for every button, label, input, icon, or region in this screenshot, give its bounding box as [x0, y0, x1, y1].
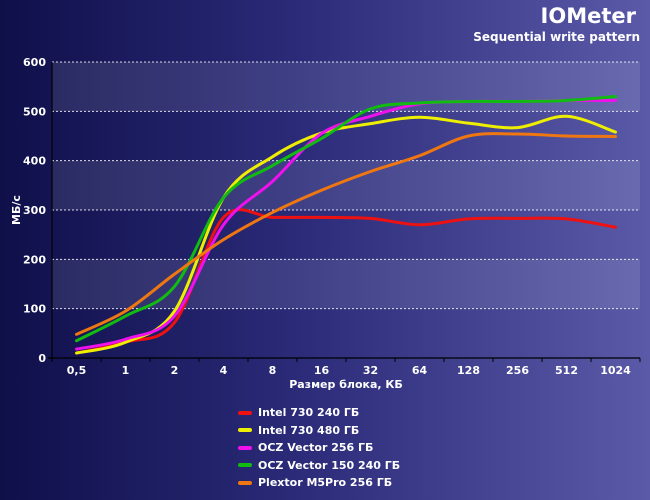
- y-tick-label: 0: [38, 352, 46, 365]
- legend-label: OCZ Vector 150 240 ГБ: [258, 458, 401, 472]
- legend-label: Intel 730 240 ГБ: [258, 406, 360, 420]
- series-line-5: [75, 132, 617, 336]
- y-tick-label: 100: [23, 303, 46, 316]
- grid-band: [52, 259, 640, 309]
- legend-label: Plextor M5Pro 256 ГБ: [258, 476, 393, 490]
- legend-swatch: [238, 463, 252, 468]
- legend-item: Plextor M5Pro 256 ГБ: [238, 474, 400, 492]
- x-tick-label: 8: [269, 364, 277, 377]
- x-tick-label: 1: [122, 364, 130, 377]
- legend: Intel 730 240 ГБ Intel 730 480 ГБ OCZ Vect…: [238, 404, 400, 492]
- legend-swatch: [238, 480, 252, 485]
- x-tick-label: 512: [555, 364, 578, 377]
- series-line-2: [75, 114, 617, 355]
- legend-label: OCZ Vector 256 ГБ: [258, 441, 374, 455]
- x-tick-label: 64: [412, 364, 428, 377]
- legend-swatch: [238, 445, 252, 450]
- y-tick-label: 600: [23, 56, 46, 69]
- chart-subtitle: Sequential write pattern: [473, 30, 640, 44]
- x-tick-label: 0,5: [67, 364, 87, 377]
- legend-label: Intel 730 480 ГБ: [258, 423, 360, 437]
- x-axis-title: Размер блока, КБ: [289, 378, 403, 391]
- legend-item: OCZ Vector 150 240 ГБ: [238, 457, 400, 475]
- legend-item: Intel 730 480 ГБ: [238, 422, 400, 440]
- y-tick-label: 200: [23, 253, 46, 266]
- legend-item: Intel 730 240 ГБ: [238, 404, 400, 422]
- legend-swatch: [238, 410, 252, 415]
- series-line-3: [75, 98, 617, 351]
- y-tick-label: 500: [23, 105, 46, 118]
- legend-item: OCZ Vector 256 ГБ: [238, 439, 400, 457]
- y-tick-label: 400: [23, 155, 46, 168]
- series-line-4: [75, 95, 617, 343]
- legend-swatch: [238, 428, 252, 433]
- x-tick-label: 256: [506, 364, 529, 377]
- x-tick-label: 16: [314, 364, 330, 377]
- chart-title: IOMeter: [540, 4, 636, 28]
- x-tick-label: 1024: [600, 364, 631, 377]
- x-tick-label: 4: [220, 364, 228, 377]
- x-tick-label: 2: [171, 364, 179, 377]
- grid-band: [52, 62, 640, 112]
- grid-band: [52, 160, 640, 210]
- series-line-1: [75, 208, 617, 355]
- x-tick-label: 128: [457, 364, 480, 377]
- y-tick-label: 300: [23, 204, 46, 217]
- x-tick-label: 32: [363, 364, 378, 377]
- y-axis-title: МБ/с: [10, 195, 23, 225]
